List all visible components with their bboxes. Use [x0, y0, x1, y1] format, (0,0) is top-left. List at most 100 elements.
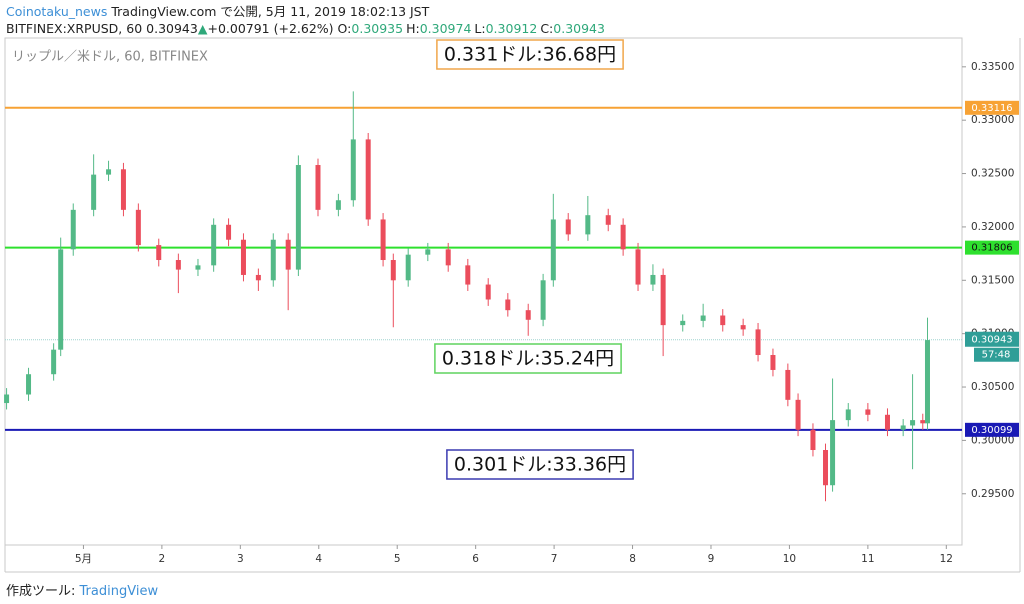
candle-body	[4, 394, 10, 404]
price-tag-label: 0.30943	[971, 335, 1012, 346]
candle-body	[755, 329, 761, 356]
candle-body	[565, 219, 571, 235]
candle-body	[70, 209, 76, 250]
candle-body	[255, 274, 261, 281]
ohlc-label: C:	[540, 21, 554, 36]
candle-body	[700, 315, 706, 321]
header: Coinotaku_news TradingView.com で公開, 5月 1…	[6, 3, 605, 37]
candle-body	[823, 450, 829, 486]
candle-body	[211, 224, 217, 266]
x-tick-label: 5月	[75, 553, 92, 565]
candle-body	[58, 249, 64, 350]
y-tick-label: 0.30000	[971, 434, 1014, 446]
x-tick-label: 9	[708, 553, 715, 565]
candle-body	[240, 239, 246, 275]
candle-body	[884, 414, 890, 430]
candle-body	[195, 265, 201, 270]
y-tick-label: 0.32500	[971, 168, 1014, 180]
plot-border	[4, 37, 963, 546]
y-tick-label: 0.30500	[971, 381, 1014, 393]
watermark: リップル／米ドル, 60, BITFINEX	[12, 50, 208, 65]
brand[interactable]: TradingView	[79, 584, 159, 599]
x-tick-label: 8	[629, 553, 636, 565]
ohlc-value: 0.30974	[419, 21, 472, 36]
candle-body	[485, 284, 491, 300]
x-tick-label: 5	[394, 553, 401, 565]
x-tick-label: 2	[159, 553, 166, 565]
y-tick-label: 0.33000	[971, 114, 1014, 126]
ohlc-label: H:	[406, 21, 420, 36]
candle-body	[650, 274, 656, 285]
candle-body	[845, 409, 851, 421]
x-tick-label: 7	[551, 553, 558, 565]
symbol: BITFINEX:XRPUSD, 60	[6, 21, 143, 36]
header-line: BITFINEX:XRPUSD, 60 0.30943▲+0.00791 (+2…	[6, 20, 605, 37]
price-tag	[965, 240, 1019, 255]
price-tag-label: 0.30099	[971, 425, 1012, 436]
candle-body	[830, 420, 836, 486]
candle-body	[770, 355, 776, 370]
candle-body	[910, 420, 916, 426]
candle-body	[525, 310, 531, 320]
candle-body	[270, 239, 276, 281]
candle-body	[540, 280, 546, 320]
price-tag	[965, 331, 1019, 347]
x-tick-label: 12	[940, 553, 953, 565]
author[interactable]: Coinotaku_news	[6, 4, 108, 19]
annotation-text: 0.331ドル:36.68円	[444, 44, 616, 66]
annotation: 0.301ドル:33.36円	[446, 449, 634, 480]
candle-body	[505, 299, 511, 311]
y-tick-label: 0.31500	[971, 274, 1014, 286]
annotation-box	[446, 449, 634, 480]
change: +0.00791 (+2.62%)	[207, 21, 334, 36]
candle-body	[175, 260, 181, 270]
candle-body	[620, 224, 626, 250]
candle-body	[380, 219, 386, 261]
candle-body	[660, 274, 666, 326]
published: TradingView.com で公開, 5月 11, 2019 18:02:1…	[111, 4, 430, 19]
candle-body	[920, 420, 926, 424]
candle-body	[315, 165, 321, 210]
ohlc: O:0.30935 H:0.30974 L:0.30912 C:0.30943	[334, 21, 605, 36]
candle-body	[465, 265, 471, 285]
last-price: 0.30943	[146, 21, 198, 36]
candle-body	[785, 369, 791, 400]
ohlc-label: O:	[337, 21, 352, 36]
annotation-text: 0.301ドル:33.36円	[454, 454, 626, 476]
candle-body	[295, 165, 301, 270]
y-tick-label: 0.32000	[971, 221, 1014, 233]
candle-body	[335, 200, 341, 210]
ohlc-value: 0.30935	[351, 21, 404, 36]
candle-body	[156, 245, 162, 261]
candle-body	[680, 320, 686, 326]
ohlc-label: L:	[474, 21, 486, 36]
price-tag-label: 0.33116	[971, 103, 1012, 114]
x-tick-label: 6	[472, 553, 479, 565]
candle-body	[924, 340, 930, 424]
candle-body	[91, 174, 97, 210]
candle-body	[365, 139, 371, 220]
price-tag-label: 0.31806	[971, 243, 1012, 254]
candle-body	[350, 139, 356, 201]
countdown: 57:48	[982, 350, 1011, 361]
candle-body	[285, 239, 291, 270]
candle-body	[635, 249, 641, 285]
annotation: 0.318ドル:35.24円	[434, 343, 622, 374]
candle-body	[226, 224, 232, 240]
candle-body	[740, 325, 746, 330]
header-line: Coinotaku_news TradingView.com で公開, 5月 1…	[6, 3, 605, 20]
x-tick-label: 3	[237, 553, 244, 565]
price-tag	[965, 100, 1019, 115]
chart: リップル／米ドル, 60, BITFINEX 0.295000.300000.3…	[4, 37, 1021, 573]
annotation: 0.331ドル:36.68円	[436, 39, 624, 70]
y-tick-label: 0.29500	[971, 488, 1014, 500]
annotation-text: 0.318ドル:35.24円	[442, 348, 614, 370]
candle-body	[405, 254, 411, 281]
candle-body	[390, 260, 396, 281]
x-tick-label: 11	[861, 553, 874, 565]
candle-body	[26, 374, 32, 395]
candle-body	[106, 169, 112, 175]
candle-body	[425, 249, 431, 255]
candle-body	[550, 219, 556, 281]
